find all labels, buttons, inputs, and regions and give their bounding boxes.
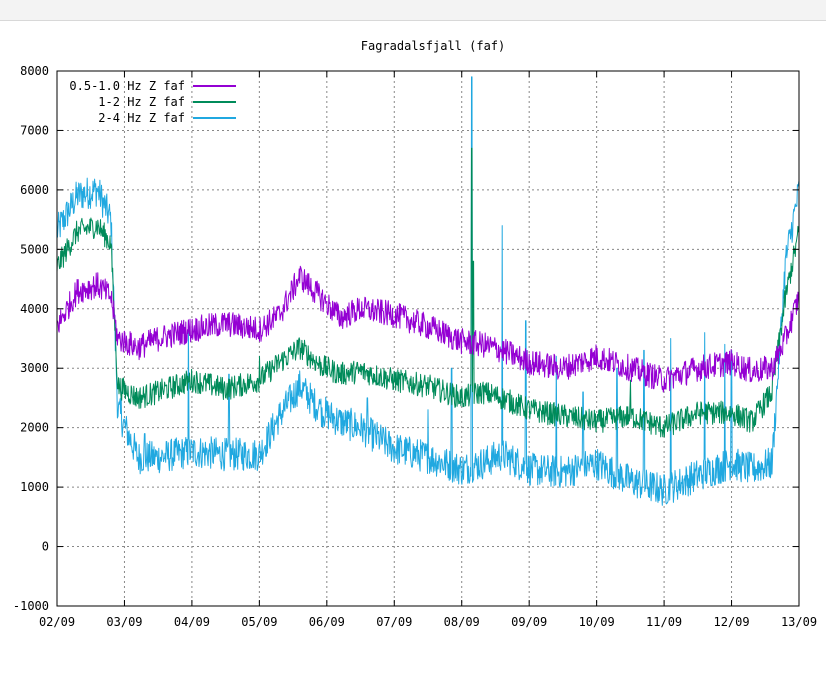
chart-title: Fagradalsfjall (faf) — [361, 39, 506, 53]
y-tick-label: 1000 — [20, 480, 49, 494]
legend: 0.5-1.0 Hz Z faf 1-2 Hz Z faf 2-4 Hz Z faf — [69, 79, 236, 125]
y-tick-label: 2000 — [20, 421, 49, 435]
x-tick-label: 08/09 — [444, 615, 480, 629]
series-line-0 — [56, 265, 800, 393]
x-tick-label: 10/09 — [579, 615, 615, 629]
x-tick-label: 11/09 — [646, 615, 682, 629]
x-tick-label: 03/09 — [106, 615, 142, 629]
y-tick-label: 5000 — [20, 242, 49, 256]
y-tick-label: 7000 — [20, 123, 49, 137]
legend-label: 2-4 Hz Z faf — [98, 111, 185, 125]
y-tick-label: 6000 — [20, 183, 49, 197]
grid-lines — [57, 71, 799, 606]
plot-frame — [56, 70, 800, 607]
x-tick-label: 05/09 — [241, 615, 277, 629]
y-tick-label: -1000 — [13, 599, 49, 613]
browser-top-bar — [0, 0, 826, 21]
y-tick-label: 3000 — [20, 361, 49, 375]
y-tick-label: 4000 — [20, 302, 49, 316]
x-tick-label: 07/09 — [376, 615, 412, 629]
legend-label: 0.5-1.0 Hz Z faf — [69, 79, 185, 93]
x-tick-label: 09/09 — [511, 615, 547, 629]
x-tick-label: 02/09 — [39, 615, 75, 629]
x-tick-label: 12/09 — [713, 615, 749, 629]
series-line-2 — [56, 76, 800, 506]
y-tick-label: 8000 — [20, 64, 49, 78]
series-line-1 — [56, 147, 800, 438]
legend-label: 1-2 Hz Z faf — [98, 95, 185, 109]
y-tick-label: 0 — [42, 540, 49, 554]
series-lines — [56, 76, 800, 506]
axis-ticks: 02/09 03/09 04/09 05/09 06/09 07/09 08/09 09/09… — [13, 64, 817, 629]
x-tick-label: 13/09 — [781, 615, 817, 629]
x-tick-label: 06/09 — [309, 615, 345, 629]
x-tick-label: 04/09 — [174, 615, 210, 629]
